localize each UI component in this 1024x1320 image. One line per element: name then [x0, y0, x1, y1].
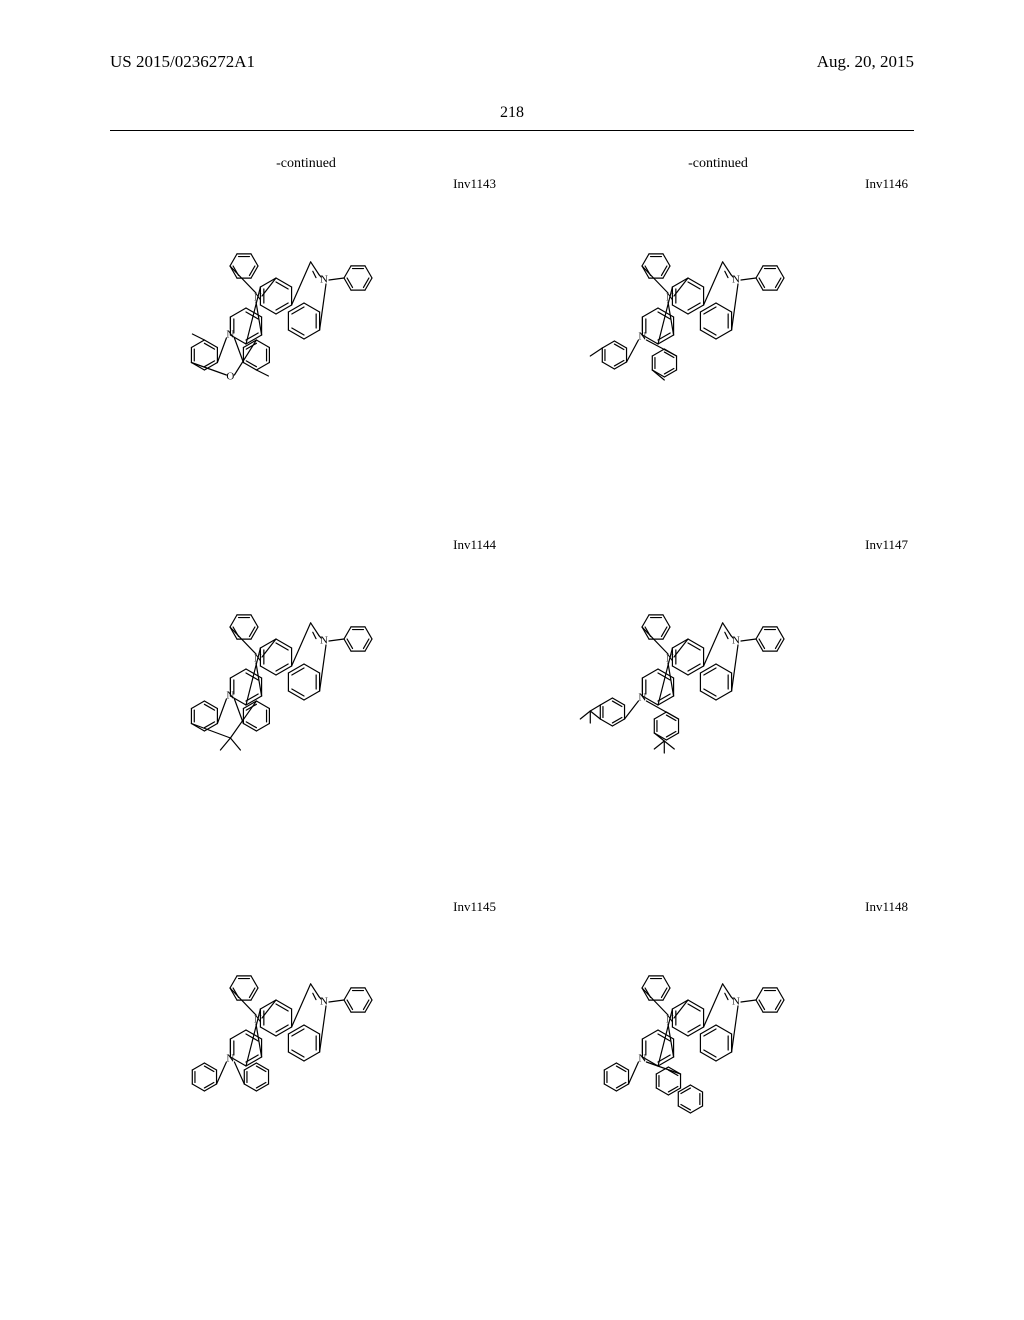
- structure-figure: NNN: [110, 917, 502, 1260]
- structure-id: Inv1148: [522, 899, 914, 915]
- structure-figure: NNN: [522, 194, 914, 537]
- continued-label: -continued: [522, 156, 914, 172]
- structure-figure: NNNO: [110, 194, 502, 537]
- svg-text:N: N: [732, 996, 740, 1008]
- structure-block: Inv1148 NNN: [522, 899, 914, 1260]
- structure-block: Inv1143 NNNO: [110, 176, 502, 537]
- page-number: 218: [0, 104, 1024, 122]
- svg-text:N: N: [638, 330, 646, 342]
- left-column: -continued Inv1143 N N N O Inv1144 N N N Inv1…: [110, 156, 502, 1260]
- structure-block: Inv1144 NNN: [110, 537, 502, 898]
- structure-id: Inv1147: [522, 537, 914, 553]
- svg-text:N: N: [638, 692, 646, 704]
- right-column: -continued Inv1146 N N N Inv1147 N N N Inv11…: [522, 156, 914, 1260]
- svg-text:N: N: [320, 635, 328, 647]
- header-rule: [110, 130, 914, 131]
- content-area: -continued Inv1143 N N N O Inv1144 N N N Inv1…: [110, 156, 914, 1260]
- svg-text:N: N: [226, 1053, 234, 1065]
- svg-text:O: O: [226, 370, 234, 382]
- structure-id: Inv1146: [522, 176, 914, 192]
- svg-text:N: N: [638, 1053, 646, 1065]
- svg-text:N: N: [732, 635, 740, 647]
- structure-block: Inv1145 NNN: [110, 899, 502, 1260]
- structure-id: Inv1144: [110, 537, 502, 553]
- structure-block: Inv1147 NNN: [522, 537, 914, 898]
- publication-date: Aug. 20, 2015: [817, 52, 914, 72]
- structure-figure: NNN: [522, 917, 914, 1260]
- svg-text:N: N: [226, 328, 234, 340]
- svg-text:N: N: [226, 690, 234, 702]
- structure-block: Inv1146 NNN: [522, 176, 914, 537]
- svg-text:N: N: [320, 273, 328, 285]
- structure-figure: NNN: [110, 555, 502, 898]
- svg-text:N: N: [732, 273, 740, 285]
- structure-id: Inv1145: [110, 899, 502, 915]
- svg-text:N: N: [320, 996, 328, 1008]
- page-header: US 2015/0236272A1 Aug. 20, 2015: [0, 52, 1024, 72]
- structure-id: Inv1143: [110, 176, 502, 192]
- publication-number: US 2015/0236272A1: [110, 52, 255, 72]
- continued-label: -continued: [110, 156, 502, 172]
- structure-figure: NNN: [522, 555, 914, 898]
